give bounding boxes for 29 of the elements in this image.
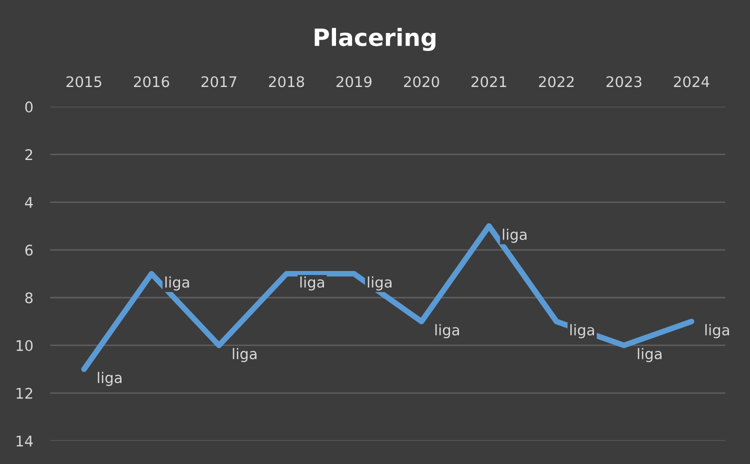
data-label: liga bbox=[165, 276, 189, 291]
x-tick-label: 2016 bbox=[134, 76, 170, 88]
x-tick-label: 2024 bbox=[674, 76, 710, 88]
x-tick-label: 2022 bbox=[539, 76, 574, 88]
x-tick-label: 2020 bbox=[404, 76, 440, 88]
y-tick-label: 12 bbox=[16, 388, 32, 399]
data-label: liga bbox=[705, 324, 729, 338]
data-label: liga bbox=[300, 276, 324, 291]
x-tick-label: 2017 bbox=[202, 76, 236, 88]
y-tick-label: 2 bbox=[25, 149, 32, 160]
y-tick-label: 14 bbox=[16, 436, 33, 446]
data-label: liga bbox=[638, 348, 662, 362]
y-tick-label: 0 bbox=[25, 101, 33, 112]
chart-title: Placering bbox=[314, 28, 436, 51]
x-tick-label: 2015 bbox=[66, 76, 102, 88]
y-tick-label: 10 bbox=[16, 340, 33, 352]
x-tick-label: 2023 bbox=[606, 76, 642, 88]
data-label: liga bbox=[570, 324, 594, 338]
x-tick-label: 2018 bbox=[269, 76, 304, 88]
data-label: liga bbox=[232, 348, 256, 362]
data-label: liga bbox=[502, 228, 526, 243]
x-tick-label: 2019 bbox=[336, 76, 372, 88]
y-tick-label: 8 bbox=[25, 292, 33, 304]
data-label: liga bbox=[98, 372, 122, 386]
x-tick-label: 2021 bbox=[472, 76, 506, 88]
data-label: liga bbox=[368, 276, 392, 291]
y-tick-label: 6 bbox=[25, 244, 33, 256]
y-tick-label: 4 bbox=[25, 197, 33, 208]
data-label: liga bbox=[435, 324, 459, 338]
